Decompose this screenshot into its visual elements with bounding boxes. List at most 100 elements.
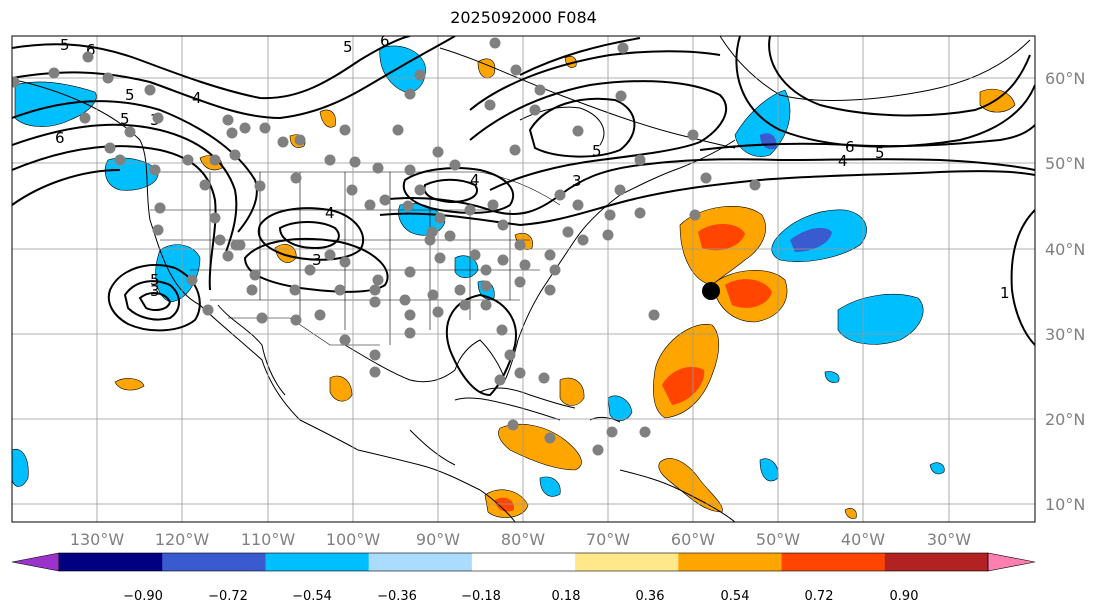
contour-label: 3: [572, 172, 582, 190]
station-dot: [334, 284, 346, 296]
station-dot: [469, 249, 481, 261]
shading-orange-region: [498, 423, 582, 471]
station-dot: [369, 284, 381, 296]
map-border: [11, 35, 1036, 523]
station-markers: [12, 37, 761, 456]
station-dot: [324, 249, 336, 261]
contour-label: 4: [192, 89, 202, 107]
station-dot: [529, 104, 541, 116]
contour-closed-line: [107, 264, 201, 332]
colorbar-tick-label: 0.72: [805, 589, 834, 604]
shading-red-region: [495, 497, 515, 512]
station-dot: [496, 324, 508, 336]
contour-label: 1: [1000, 284, 1010, 302]
station-dot: [249, 269, 261, 281]
station-dot: [464, 204, 476, 216]
lon-label: 60°W: [671, 530, 715, 549]
station-dot: [700, 172, 712, 184]
station-dot: [615, 90, 627, 102]
shading-blue-region: [539, 476, 561, 497]
station-dot: [648, 309, 660, 321]
station-dot: [602, 229, 614, 241]
shading-blue-region: [12, 448, 29, 487]
contour-line: [12, 100, 258, 233]
station-dot: [339, 256, 351, 268]
lon-label: 30°W: [927, 530, 971, 549]
shading-orange-region: [559, 377, 585, 406]
contour-label: 3: [312, 251, 322, 269]
contour-label: 5: [343, 38, 353, 56]
lon-label: 90°W: [416, 530, 460, 549]
station-dot: [369, 366, 381, 378]
shading-orange-region: [114, 378, 145, 391]
us-canada-border: [150, 171, 561, 206]
colorbar-extend-high: [987, 552, 1036, 572]
map-title: 2025092000 F084: [450, 8, 597, 27]
shading-orange-region: [329, 375, 353, 402]
station-dot: [634, 154, 646, 166]
station-dot: [399, 294, 411, 306]
contour-line: [12, 169, 121, 206]
station-dot: [544, 284, 556, 296]
station-dot: [209, 154, 221, 166]
station-dot: [144, 84, 156, 96]
yucatan-outline: [454, 397, 561, 421]
station-dot: [497, 254, 509, 266]
contour-label: 4: [325, 204, 335, 222]
shading-blue-region: [824, 371, 840, 383]
station-dot: [404, 88, 416, 100]
station-dot: [254, 180, 266, 192]
station-dot: [314, 309, 326, 321]
station-dot: [372, 162, 384, 174]
station-dot: [480, 299, 492, 311]
station-dot: [82, 51, 94, 63]
station-dot: [634, 207, 646, 219]
contour-line: [469, 80, 727, 191]
station-dot: [222, 114, 234, 126]
station-dot: [239, 122, 251, 134]
lon-label: 130°W: [70, 530, 125, 549]
shading-blue-region: [155, 244, 201, 303]
contour-label: 3: [150, 282, 160, 300]
station-dot: [459, 299, 471, 311]
station-dot: [519, 259, 531, 271]
colorbar-frame: [58, 552, 989, 572]
colorbar-tick-label: −0.72: [208, 589, 248, 604]
station-dot: [404, 327, 416, 339]
station-dot: [504, 349, 516, 361]
contour-closed-line: [423, 178, 478, 204]
station-dot: [369, 349, 381, 361]
gulf-east-coast-outline: [344, 139, 736, 383]
station-dot: [102, 72, 114, 84]
station-dot: [229, 149, 241, 161]
station-dot: [202, 304, 214, 316]
station-dot: [114, 154, 126, 166]
station-dot: [554, 189, 566, 201]
contour-label: 5: [125, 86, 135, 104]
station-dot: [689, 209, 701, 221]
contour-label: 5: [60, 36, 70, 54]
colorbar-tick-label: −0.18: [461, 589, 501, 604]
colorbar-tick-label: 0.36: [636, 589, 665, 604]
shading-blue-region: [734, 89, 791, 157]
station-dot: [432, 146, 444, 158]
shading-orange-region: [658, 458, 723, 513]
station-dot: [514, 276, 526, 288]
station-dot: [544, 432, 556, 444]
station-dot: [434, 252, 446, 264]
station-dot: [346, 184, 358, 196]
colorbar-segment: [162, 553, 266, 571]
contour-line: [12, 36, 456, 120]
contour-label: 5: [150, 271, 160, 289]
station-dot: [392, 124, 404, 136]
colorbar-segment: [265, 553, 370, 571]
colorbar: [11, 552, 1036, 572]
shading-red-region: [698, 223, 745, 251]
station-dot: [480, 264, 492, 276]
contour-label: 4: [470, 171, 480, 189]
lat-label: 50°N: [1045, 154, 1085, 173]
cuba-outline: [479, 387, 576, 409]
contour-line: [519, 37, 641, 76]
station-dot: [230, 239, 242, 251]
station-dot: [199, 179, 211, 191]
